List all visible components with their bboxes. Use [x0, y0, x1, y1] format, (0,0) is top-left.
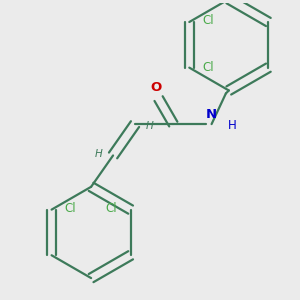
Text: Cl: Cl: [65, 202, 76, 215]
Text: Cl: Cl: [106, 202, 117, 215]
Text: H: H: [228, 119, 236, 132]
Text: H: H: [95, 149, 103, 159]
Text: Cl: Cl: [202, 14, 214, 27]
Text: H: H: [145, 121, 153, 130]
Text: Cl: Cl: [202, 61, 214, 74]
Text: O: O: [150, 81, 161, 94]
Text: N: N: [206, 108, 217, 121]
